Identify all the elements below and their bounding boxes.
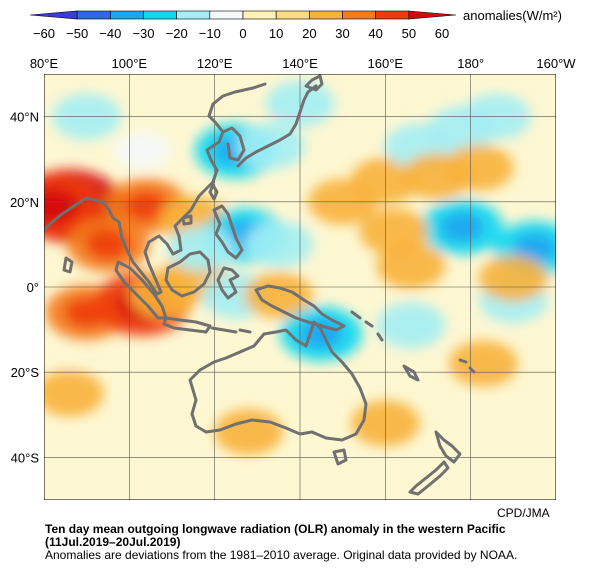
colorbar-tick-label: 40 [368, 26, 382, 41]
coastline-hainan [181, 214, 193, 226]
map-axis-labels: 80°E 100°E 120°E 140°E 160°E 180° 160°W 40°N 20°… [10, 56, 576, 465]
latitude-label: 40°N [10, 110, 39, 125]
colorbar-tick-label: −40 [99, 26, 121, 41]
longitude-label: 160°W [536, 56, 576, 71]
anomaly-region [448, 340, 518, 387]
data-credit: CPD/JMA [497, 506, 550, 520]
colorbar-segment [342, 10, 376, 20]
longitude-label: 180° [457, 56, 484, 71]
latitude-label: 40°S [11, 450, 40, 465]
coastline-asia-mainland [44, 82, 267, 296]
anomaly-core [440, 212, 485, 243]
anomaly-core [86, 229, 130, 260]
map-panel [44, 74, 556, 500]
longitude-label: 160°E [368, 56, 404, 71]
coastlines [44, 74, 476, 496]
coastline-philippines [212, 204, 244, 260]
colorbar-tick-label: −60 [33, 26, 55, 41]
colorbar-tick-label: 60 [435, 26, 449, 41]
coastline-sri-lanka [62, 256, 74, 274]
anomaly-region [214, 408, 284, 455]
colorbar-tick-label: 50 [402, 26, 416, 41]
longitude-label: 80°E [30, 56, 59, 71]
colorbar-segment [176, 10, 211, 20]
anomaly-region [376, 242, 446, 289]
longitude-label: 100°E [112, 56, 148, 71]
colorbar-segment [76, 10, 111, 20]
anomaly-core [44, 188, 79, 224]
anomaly-region [44, 370, 105, 417]
colorbar-tick-label: −10 [199, 26, 221, 41]
colorbar-segment [408, 10, 457, 20]
colorbar-segment [275, 10, 310, 20]
latitude-label: 0° [27, 280, 39, 295]
anomaly-core [124, 190, 169, 222]
anomaly-region [376, 302, 446, 349]
caption-period: (11Jul.2019–20Jul.2019) [45, 535, 181, 549]
coastline-new-zealand-south [408, 460, 450, 496]
caption-note: Anomalies are deviations from the 1981–2… [45, 548, 518, 562]
latitude-label: 20°S [11, 365, 40, 380]
colorbar-segment [242, 10, 277, 20]
caption-title: Ten day mean outgoing longwave radiation… [45, 522, 506, 536]
coastline-fiji [458, 358, 476, 374]
colorbar-tick-label: 30 [335, 26, 349, 41]
coastline-solomon-islands [350, 310, 384, 342]
coastline-java [162, 316, 212, 334]
colorbar-segment [309, 10, 343, 20]
colorbar-tick-label: 20 [302, 26, 316, 41]
colorbar-tick-label: −50 [66, 26, 88, 41]
colorbar-segment [29, 10, 78, 20]
colorbar-segment [143, 10, 177, 20]
coastline-new-guinea [254, 284, 346, 332]
colorbar-segment [110, 10, 144, 20]
anomaly-region [244, 221, 314, 268]
colorbar-units-label: anomalies(W/m²) [463, 8, 562, 23]
anomaly-region [244, 272, 314, 319]
coastline-sulawesi [216, 266, 240, 300]
coastline-new-zealand-north [434, 430, 462, 464]
anomaly-core [512, 233, 556, 264]
anomaly-region [478, 255, 548, 302]
colorbar [29, 10, 457, 20]
colorbar-tick-label: −30 [132, 26, 154, 41]
coastline-korea [221, 126, 246, 162]
colorbar-segment [209, 10, 244, 20]
latitude-label: 20°N [10, 195, 39, 210]
longitude-label: 120°E [197, 56, 233, 71]
colorbar-tick-label: 10 [269, 26, 283, 41]
colorbar-tick-label: −20 [166, 26, 188, 41]
coastline-japan [236, 84, 318, 168]
coastline-lesser-sunda [210, 326, 252, 334]
colorbar-tick-label: 0 [239, 26, 246, 41]
colorbar-segment [375, 10, 410, 20]
coastline-borneo [164, 250, 212, 298]
coastline-new-caledonia [402, 364, 420, 382]
anomaly-region [444, 144, 514, 191]
longitude-label: 140°E [282, 56, 318, 71]
coastline-hokkaido [304, 74, 324, 92]
coastline-australia [188, 320, 368, 442]
coastline-taiwan [208, 183, 219, 201]
coastline-tasmania [332, 448, 348, 466]
coastline-sumatra [114, 260, 168, 320]
colorbar-tick-labels: −60 −50 −40 −30 −20 −10 0 10 20 30 40 50 60 [33, 26, 449, 41]
anomaly-region [114, 132, 170, 170]
